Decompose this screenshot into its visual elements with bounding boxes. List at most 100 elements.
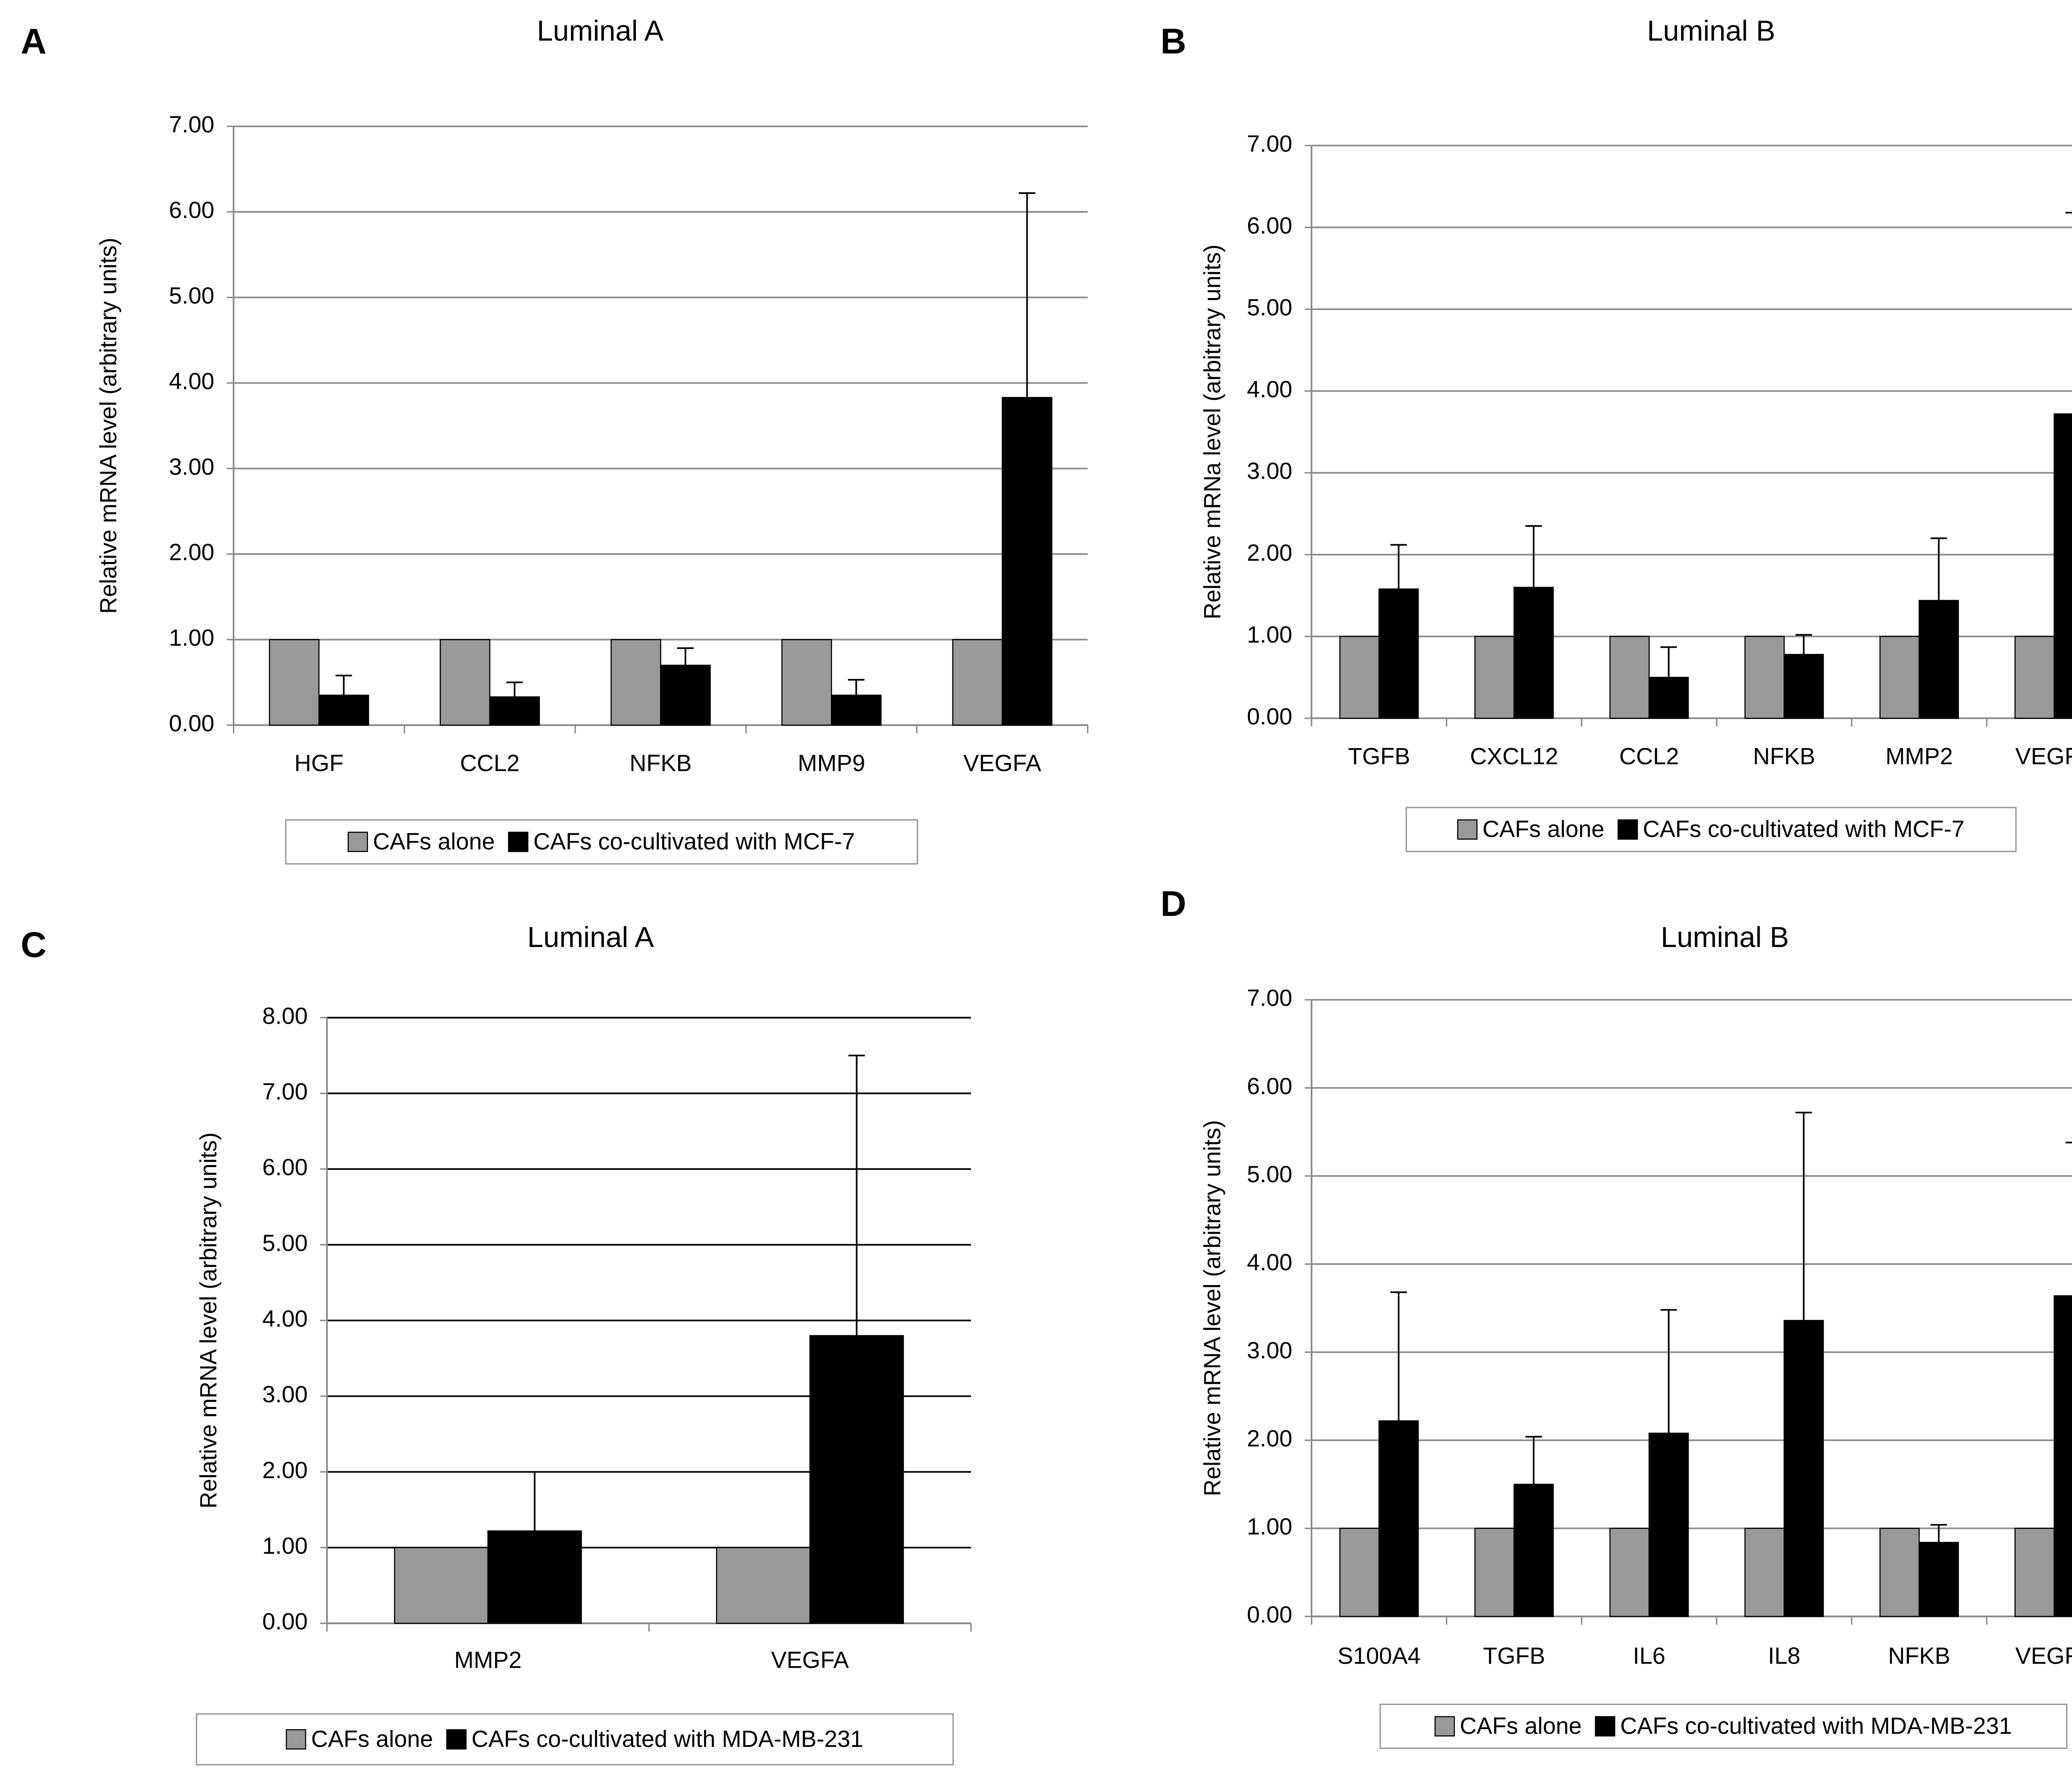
- bar: [394, 1547, 489, 1624]
- error-bar: [1660, 1309, 1677, 1434]
- y-tick-label: 1.00: [1247, 1514, 1293, 1540]
- y-tick-label: 5.00: [1247, 1161, 1293, 1187]
- x-tick-label: TGFB: [1483, 1643, 1545, 1669]
- bar: [660, 664, 711, 726]
- bar: [1474, 1528, 1515, 1617]
- legend-box: [1405, 807, 2017, 853]
- bar: [1339, 1528, 1380, 1617]
- y-tick-label: 4.00: [1247, 1249, 1293, 1275]
- chart-title: Luminal B: [1647, 15, 1775, 47]
- bar: [440, 639, 491, 726]
- error-bar: [2065, 1141, 2072, 1143]
- legend-swatch: [1617, 819, 1638, 840]
- error-bar: [1525, 1436, 1542, 1485]
- x-tick-label: S100A4: [1338, 1643, 1421, 1669]
- y-tick-label: 0.00: [1247, 703, 1293, 729]
- y-axis-label: Relative mRNA level (arbitrary units): [195, 1132, 221, 1509]
- bar: [781, 639, 832, 726]
- y-tick-label: 0.00: [1247, 1601, 1293, 1628]
- bar: [1648, 1432, 1689, 1617]
- y-tick-label: 0.00: [262, 1608, 308, 1635]
- x-tick-label: VEGFA: [2015, 743, 2072, 769]
- panel-label: D: [1160, 884, 1186, 924]
- y-tick-label: 4.00: [262, 1306, 308, 1332]
- x-tick-label: MMP2: [454, 1647, 522, 1673]
- x-tick-label: VEGFA: [2015, 1643, 2072, 1669]
- error-bar: [1930, 537, 1947, 601]
- error-bar: [1930, 1524, 1947, 1543]
- x-tick-label: CCL2: [1619, 743, 1679, 769]
- legend-label: CAFs alone: [1460, 1713, 1582, 1739]
- legend-label: CAFs co-cultivated with MCF-7: [1643, 816, 1964, 842]
- y-tick-label: 5.00: [1247, 294, 1293, 320]
- y-tick-label: 8.00: [262, 1003, 308, 1029]
- bar: [1648, 677, 1689, 719]
- y-tick-label: 1.00: [262, 1533, 308, 1559]
- x-tick-label: MMP9: [798, 750, 865, 776]
- x-tick-label: CXCL12: [1470, 743, 1558, 769]
- legend-swatch: [508, 831, 529, 852]
- bar: [1744, 636, 1785, 719]
- error-bar: [1660, 646, 1677, 678]
- error-bar: [848, 1054, 865, 1336]
- legend-box: [285, 819, 918, 865]
- bar: [2014, 1528, 2055, 1617]
- y-tick-label: 5.00: [169, 283, 215, 309]
- bar: [1918, 600, 1959, 719]
- bar: [1378, 588, 1419, 719]
- legend: CAFs alone CAFs co-cultivated with MCF-7: [1457, 816, 1965, 842]
- legend-label: CAFs co-cultivated with MCF-7: [533, 828, 855, 854]
- y-tick-label: 6.00: [1247, 213, 1293, 239]
- legend-swatch: [446, 1729, 467, 1750]
- error-bar: [1390, 544, 1407, 589]
- bar: [487, 1530, 582, 1624]
- y-tick-label: 7.00: [169, 111, 215, 138]
- error-bar: [1525, 525, 1542, 588]
- y-tick-label: 6.00: [1247, 1073, 1293, 1099]
- y-tick-label: 7.00: [262, 1078, 308, 1104]
- x-tick-label: IL6: [1633, 1643, 1665, 1669]
- error-bar: [1019, 192, 1036, 398]
- legend: CAFs alone CAFs co-cultivated with MCF-7: [347, 828, 855, 854]
- bar: [1002, 397, 1053, 726]
- bar: [1609, 636, 1650, 719]
- bar: [716, 1547, 811, 1624]
- bar: [489, 696, 540, 726]
- y-tick-label: 7.00: [1247, 985, 1293, 1011]
- legend-label: CAFs co-cultivated with MDA-MB-231: [472, 1726, 863, 1752]
- legend-label: CAFs co-cultivated with MDA-MB-231: [1620, 1713, 2012, 1739]
- bar: [1339, 636, 1380, 719]
- error-bar: [335, 674, 352, 695]
- legend-swatch: [347, 831, 368, 852]
- error-bar: [848, 679, 865, 695]
- y-axis-label: Relative mRNA level (arbitrary units): [95, 237, 121, 614]
- bar: [318, 695, 369, 726]
- legend-box: [1379, 1703, 2068, 1749]
- x-tick-label: HGF: [294, 750, 344, 776]
- error-bar: [1795, 1112, 1812, 1321]
- y-tick-label: 3.00: [1247, 458, 1293, 484]
- bar: [269, 639, 320, 726]
- y-tick-label: 3.00: [262, 1381, 308, 1407]
- bar: [1879, 1528, 1920, 1617]
- legend-swatch: [1457, 819, 1478, 840]
- bar: [1513, 1484, 1554, 1617]
- y-tick-label: 2.00: [1247, 1425, 1293, 1451]
- x-tick-label: CCL2: [460, 750, 520, 776]
- x-tick-label: VEGFA: [771, 1647, 849, 1673]
- panel-label: A: [21, 22, 46, 61]
- bar: [2053, 413, 2072, 719]
- y-tick-label: 4.00: [169, 368, 215, 394]
- y-tick-label: 2.00: [1247, 540, 1293, 566]
- y-tick-label: 4.00: [1247, 376, 1293, 402]
- bar: [809, 1335, 904, 1624]
- y-tick-label: 2.00: [169, 539, 215, 565]
- legend: CAFs alone CAFs co-cultivated with MDA-MB…: [1434, 1713, 2012, 1739]
- chart-title: Luminal B: [1661, 921, 1789, 953]
- bar: [1918, 1542, 1959, 1617]
- y-tick-label: 3.00: [1247, 1337, 1293, 1363]
- error-bar: [677, 647, 694, 666]
- bar: [1744, 1528, 1785, 1617]
- bar: [952, 639, 1003, 726]
